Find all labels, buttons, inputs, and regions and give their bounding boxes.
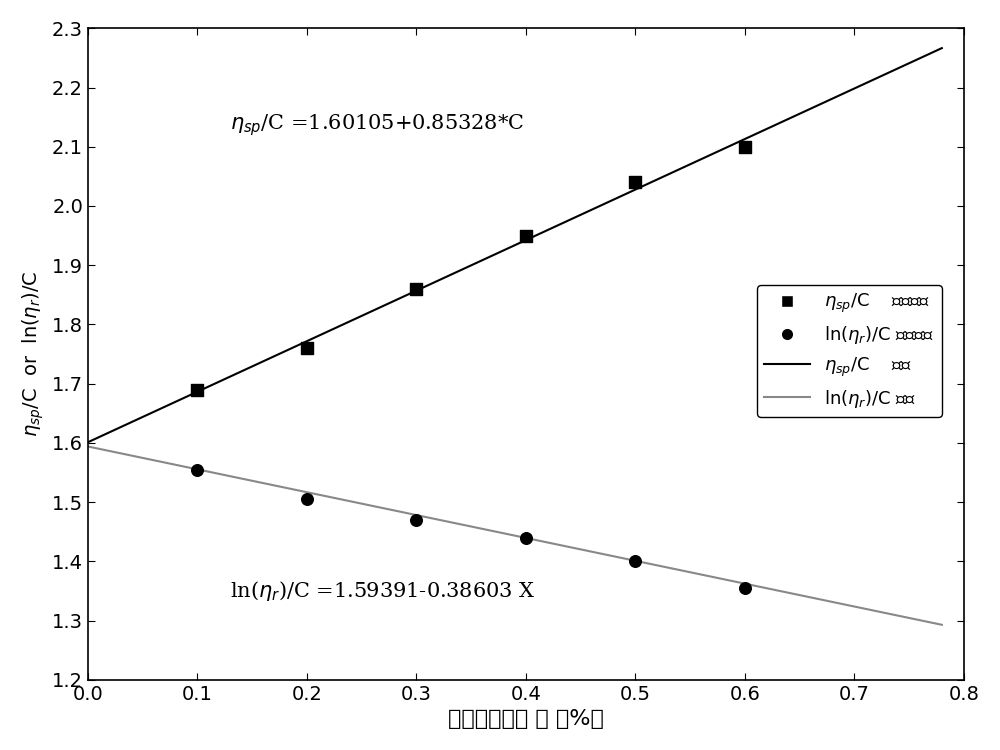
- Point: [627, 555, 643, 567]
- Point: [299, 342, 315, 354]
- Point: [737, 141, 753, 153]
- Point: [627, 176, 643, 188]
- Point: [737, 582, 753, 594]
- Point: [189, 383, 205, 395]
- Point: [189, 464, 205, 476]
- Point: [518, 230, 534, 242]
- X-axis label: 聚合物溶液浓 度 （%）: 聚合物溶液浓 度 （%）: [448, 710, 604, 729]
- Y-axis label: $\eta_{sp}$/C  or  ln($\eta_r$)/C: $\eta_{sp}$/C or ln($\eta_r$)/C: [21, 271, 46, 437]
- Point: [408, 514, 424, 526]
- Point: [408, 283, 424, 295]
- Point: [299, 494, 315, 506]
- Legend: $\eta_{sp}$/C    实验数据, ln($\eta_r$)/C 实验数据, $\eta_{sp}$/C    曲线, ln($\eta_r$)/C : $\eta_{sp}$/C 实验数据, ln($\eta_r$)/C 实验数据,…: [757, 285, 942, 417]
- Point: [518, 532, 534, 544]
- Text: $\eta_{sp}$/C =1.60105+0.85328*C: $\eta_{sp}$/C =1.60105+0.85328*C: [230, 112, 525, 137]
- Text: ln($\eta_r$)/C =1.59391-0.38603 X: ln($\eta_r$)/C =1.59391-0.38603 X: [230, 579, 536, 603]
